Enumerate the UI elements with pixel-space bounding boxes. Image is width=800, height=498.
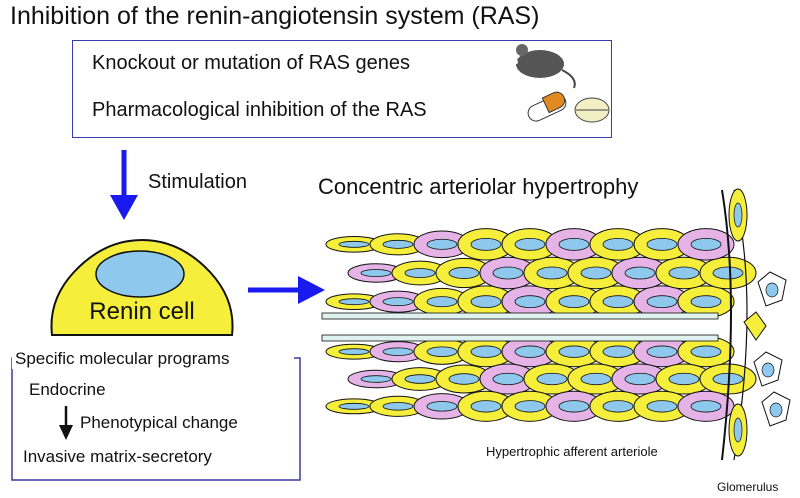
cell-nucleus	[514, 345, 546, 358]
cell-nucleus	[646, 237, 678, 251]
cell-nucleus	[426, 296, 458, 308]
cell-nucleus	[733, 202, 743, 228]
invasive-label: Invasive matrix-secretory	[23, 447, 212, 466]
glomerulus-cells	[721, 188, 791, 461]
nucleus	[95, 250, 185, 298]
cell-nucleus	[470, 237, 502, 251]
cell-nucleus	[404, 268, 436, 278]
cell-nucleus	[690, 345, 722, 358]
cell-nucleus	[338, 348, 370, 356]
cell-nucleus	[426, 346, 458, 357]
cell-nucleus	[536, 266, 568, 280]
cell-nucleus	[470, 400, 502, 413]
hypertrophy-arrow	[248, 276, 325, 304]
phenotype-arrow	[59, 406, 73, 440]
cell-nucleus	[580, 266, 612, 280]
arteriole-lower-wall	[321, 334, 757, 422]
cell-nucleus	[514, 237, 546, 251]
cell-nucleus	[558, 400, 590, 413]
cell-nucleus	[426, 401, 458, 412]
cell-nucleus	[761, 362, 775, 378]
cell-nucleus	[338, 240, 370, 248]
glomerulus-label: Glomerulus	[717, 480, 779, 494]
cell-nucleus	[338, 298, 370, 306]
cell-nucleus	[624, 372, 656, 386]
cell-nucleus	[602, 295, 634, 309]
cell-nucleus	[558, 295, 590, 309]
outcome-title: Concentric arteriolar hypertrophy	[318, 174, 639, 199]
cell-nucleus	[580, 372, 612, 386]
cell-nucleus	[733, 417, 743, 443]
cell-nucleus	[558, 345, 590, 358]
cell-nucleus	[404, 374, 436, 384]
cell-nucleus	[338, 402, 370, 410]
stimulation-arrow	[110, 150, 138, 220]
capsule-icon	[527, 91, 567, 122]
cell-nucleus	[558, 237, 590, 251]
endothelium	[321, 312, 719, 320]
glomerular-capsule	[721, 189, 732, 461]
cell-nucleus	[646, 295, 678, 309]
cause-genetic: Knockout or mutation of RAS genes	[92, 52, 410, 74]
cell-nucleus	[382, 297, 414, 307]
cause-pharmacological: Pharmacological inhibition of the RAS	[92, 99, 427, 121]
cell-nucleus	[602, 237, 634, 251]
renin-cell	[50, 238, 234, 336]
cell-nucleus	[448, 267, 480, 279]
endocrine-label: Endocrine	[29, 380, 106, 399]
cell-nucleus	[470, 345, 502, 358]
cell-nucleus	[514, 295, 546, 309]
cell-nucleus	[536, 372, 568, 386]
cell-nucleus	[602, 345, 634, 358]
yellow-cell	[743, 311, 767, 341]
programs-heading: Specific molecular programs	[12, 349, 233, 369]
cell-nucleus	[382, 239, 414, 249]
hypertrophic-arteriole	[321, 228, 757, 422]
cell-nucleus	[712, 266, 744, 280]
diagram-title: Inhibition of the renin-angiotensin syst…	[10, 2, 540, 30]
cell-nucleus	[360, 269, 392, 277]
cell-nucleus	[646, 345, 678, 358]
arteriole-label: Hypertrophic afferent arteriole	[486, 444, 658, 459]
stimulation-label: Stimulation	[148, 171, 247, 193]
cell-nucleus	[668, 266, 700, 280]
cell-nucleus	[624, 266, 656, 280]
mouse-icon	[514, 44, 576, 89]
cell-nucleus	[470, 295, 502, 309]
cell-nucleus	[646, 400, 678, 413]
phenotypical-change-label: Phenotypical change	[80, 413, 238, 432]
cell-nucleus	[690, 237, 722, 251]
endothelium	[321, 334, 719, 342]
tablet-icon	[574, 97, 610, 123]
cell-nucleus	[382, 347, 414, 356]
cell-nucleus	[448, 373, 480, 385]
cell-nucleus	[360, 375, 392, 383]
cell-nucleus	[492, 372, 524, 386]
renin-cell-label: Renin cell	[89, 298, 195, 325]
cell-nucleus	[769, 402, 783, 418]
cell-nucleus	[690, 295, 722, 309]
cell-nucleus	[690, 400, 722, 413]
cell-nucleus	[426, 238, 458, 250]
causes-box	[72, 40, 612, 138]
cell-nucleus	[602, 400, 634, 413]
cell-nucleus	[668, 372, 700, 386]
cell-nucleus	[765, 282, 779, 298]
cell-nucleus	[492, 266, 524, 280]
cell-nucleus	[514, 400, 546, 413]
arteriole-upper-wall	[321, 228, 757, 320]
cell-nucleus	[382, 402, 414, 411]
